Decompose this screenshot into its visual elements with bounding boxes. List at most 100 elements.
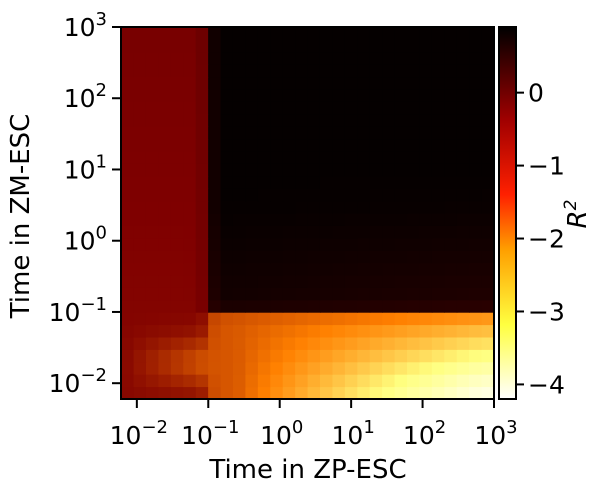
heatmap-cell [469,163,483,177]
heatmap-cell [382,324,396,338]
heatmap-cell [295,138,309,152]
heatmap-cell [282,386,296,400]
heatmap-cell [183,138,197,152]
heatmap-cell [444,287,458,301]
heatmap-cell [133,225,147,239]
heatmap-cell [407,200,421,214]
heatmap-cell [183,64,197,78]
heatmap-cell [357,101,371,115]
heatmap-cell [282,237,296,251]
heatmap-cell [257,225,271,239]
heatmap-cell [270,126,284,140]
heatmap-cell [183,386,197,400]
heatmap-cell [481,27,495,40]
heatmap-cell [307,138,321,152]
heatmap-cell [481,101,495,115]
heatmap-cell [220,163,234,177]
heatmap-cell [245,299,259,313]
heatmap-cell [431,250,445,264]
heatmap-cell [282,336,296,350]
heatmap-cell [195,349,209,363]
heatmap-cell [232,336,247,350]
heatmap-cell [456,175,470,189]
heatmap-cell [145,287,160,301]
heatmap-cell [319,150,334,164]
colorbar-tick-label: −3 [528,297,565,326]
heatmap-cell [407,299,421,313]
heatmap-cell [282,138,296,152]
heatmap-cell [133,150,147,164]
heatmap-cell [344,336,358,350]
heatmap-cell [208,287,222,301]
heatmap-cell [133,274,147,288]
heatmap-cell [145,150,160,164]
heatmap-cell [307,126,321,140]
heatmap-cell [444,386,458,400]
heatmap-cell [394,262,408,276]
heatmap-cell [382,27,396,40]
heatmap-cell [245,64,259,78]
heatmap-cell [133,88,147,102]
heatmap-cell [456,88,470,102]
heatmap-cell [332,163,346,177]
heatmap-cell [232,64,247,78]
heatmap-cell [419,237,433,251]
heatmap-cell [319,76,334,90]
heatmap-cell [431,200,445,214]
heatmap-cell [456,64,470,78]
heatmap-cell [245,237,259,251]
heatmap-cell [145,126,160,140]
heatmap-cell [270,262,284,276]
heatmap-cell [419,175,433,189]
heatmap-cell [481,262,495,276]
heatmap-cell [145,324,160,338]
heatmap-cell [232,39,247,53]
heatmap-cell [158,250,172,264]
heatmap-cell [282,64,296,78]
heatmap-cell [183,336,197,350]
heatmap-cell [382,374,396,388]
heatmap-cell [407,175,421,189]
heatmap-cell [270,39,284,53]
heatmap-cell [183,27,197,40]
heatmap-cell [170,200,184,214]
heatmap-cell [270,163,284,177]
heatmap-cell [282,274,296,288]
heatmap-cell [232,113,247,127]
heatmap-cell [469,76,483,90]
heatmap-cell [307,150,321,164]
heatmap-cell [444,200,458,214]
heatmap-cell [158,51,172,65]
heatmap-cell [245,175,259,189]
heatmap-cell [407,64,421,78]
heatmap-cell [344,101,358,115]
heatmap-cell [419,188,433,202]
heatmap-cell [357,349,371,363]
heatmap-cell [195,361,209,375]
heatmap-cell [319,200,334,214]
heatmap-cell [158,188,172,202]
heatmap-cell [158,262,172,276]
heatmap-cell [232,150,247,164]
heatmap-cell [394,163,408,177]
heatmap-cell [394,225,408,239]
heatmap-cell [456,312,470,326]
heatmap-cell [481,361,495,375]
heatmap-cell [220,138,234,152]
heatmap-cell [145,374,160,388]
heatmap-cell [232,188,247,202]
heatmap-cell [431,349,445,363]
heatmap-cell [220,386,234,400]
heatmap-cell [456,200,470,214]
heatmap-cell [456,101,470,115]
heatmap-cell [382,237,396,251]
heatmap-cell [170,188,184,202]
heatmap-cell [270,64,284,78]
heatmap-cell [133,312,147,326]
heatmap-cell [208,225,222,239]
heatmap-cell [232,349,247,363]
heatmap-cell [145,225,160,239]
y-axis-ticks: 10−2 10−1 100 101 102 103 [49,9,121,398]
heatmap-cell [431,237,445,251]
heatmap-cell [257,175,271,189]
